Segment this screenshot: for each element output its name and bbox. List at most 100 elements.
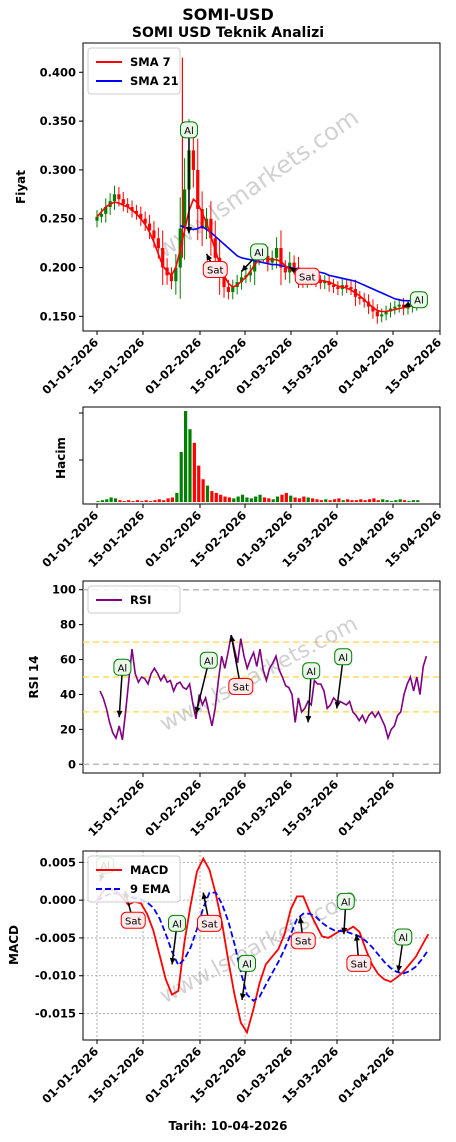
rsi-ytick-label: 40 [60,687,76,701]
price-signal-buy-2-arrowhead [241,264,249,272]
price-candle [222,277,226,288]
rsi-watermark: www.lsmarkets.com [156,612,362,737]
rsi-signal-sell-1-arrowhead [229,635,236,642]
price-candle [126,204,130,208]
volume-bar [394,500,398,502]
price-signal-buy-3-arrowhead [403,301,411,308]
price-legend-label: SMA 7 [130,55,171,69]
volume-bar [332,499,337,502]
macd-line [96,856,430,1035]
price-candle [156,238,160,249]
price-signal-buy-1-arrowhead [185,227,192,234]
price-candle [345,285,349,288]
price-candle [104,207,108,214]
price-signal-sell-1-arrowhead [206,253,213,261]
macd-signal-buy-2-arrowhead [169,957,176,965]
price-candle [231,287,235,292]
volume-bar [324,499,328,502]
rsi-signal-sell-1-label: Sat [233,682,249,693]
price-candle [174,267,178,282]
price-candle [134,210,139,214]
volume-bar [385,500,389,502]
price-candle [99,213,103,217]
price-candle [358,296,362,299]
price-candle [183,189,187,229]
rsi-signal-buy-1-arrow [118,668,124,718]
volume-bar [122,501,126,502]
price-signal-buy-2-label: Al [254,248,264,259]
rsi-signal-buy-2b-arrow [307,671,312,723]
macd-xtick-label: 01-04-2026 [335,1044,397,1106]
price-legend-frame [87,47,181,95]
price-candle [169,275,174,282]
rsi-xtick-label: 15-01-2026 [85,777,147,839]
volume-bar [293,497,297,502]
volume-bar [131,501,135,502]
rsi-signal-buy-2b-label: Al [306,667,316,678]
rsi-xtick-label: 01-04-2026 [335,777,397,839]
macd-ylabel: MACD [7,925,21,965]
volume-bar [192,442,196,502]
volume-bar [319,500,323,502]
rsi-ytick-label: 0 [68,757,76,771]
volume-bar [311,498,315,502]
macd-signal-buy-4-arrowhead [341,927,348,935]
macd-signal-buy-4-label: Al [341,897,351,908]
volume-bar [223,496,227,502]
volume-bar [240,494,245,502]
macd-plot-frame [82,850,441,1041]
volume-bar [359,499,363,502]
volume-bar [144,500,148,502]
volume-bar [341,500,345,502]
price-candle [327,281,331,286]
price-ylabel: Fiyat [14,170,28,204]
volume-bar [372,498,376,502]
volume-bar [157,499,161,502]
rsi-signal-buy-1-label: Al [118,663,128,674]
volume-bar [376,500,380,502]
volume-bar [254,496,258,502]
macd-signal-sell-3-label: Sat [295,937,311,948]
price-ytick-label: 0.400 [40,65,76,79]
macd-signal-buy-5-label: Al [398,933,408,944]
macd-signal-sell-4-box [346,954,372,972]
macd-legend-label: MACD [130,863,168,877]
volume-bar [367,499,372,502]
volume-bar [346,499,350,502]
volume-bar [398,499,402,502]
price-signal-buy-3-label: Al [414,296,424,307]
price-candle [397,304,401,307]
price-candle [336,287,340,290]
macd-legend-frame [87,855,181,903]
volume-bar [280,494,284,502]
price-candle [121,199,125,205]
price-signal-sell-2-arrowhead [289,267,297,274]
volume-bar [162,500,166,502]
macd-ytick-label: -0.015 [35,1007,76,1021]
volume-bar [284,492,288,502]
volume-bar [389,501,394,502]
volume-bar [219,494,223,502]
price-signal-buy-1-label: Al [184,126,194,137]
price-candle [143,218,147,224]
chart-subtitle: SOMI USD Teknik Analizi [131,25,325,41]
macd-signal-sell-4-label: Sat [351,959,367,970]
volume-bar [118,500,122,502]
ema9-line [96,891,430,1002]
volume-bar [411,500,415,502]
volume-bar [214,492,218,502]
price-candle [112,194,117,202]
price-candle [323,281,327,284]
volume-bar [275,496,280,502]
macd-signal-buy-3-label: Al [242,959,252,970]
volume-bar [403,500,407,502]
macd-signal-buy-2-box [168,914,186,932]
volume-bar [258,494,262,502]
volume-bar [381,499,385,502]
price-candle [318,281,322,284]
footer-date: Tarih: 10-04-2026 [168,1119,288,1133]
price-candle [393,306,397,309]
rsi-signal-buy-3-arrowhead [334,701,341,709]
price-candle [292,262,296,268]
macd-signal-buy-3-box [238,954,256,972]
